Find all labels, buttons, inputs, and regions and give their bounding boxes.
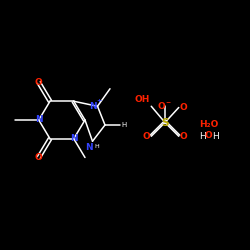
Text: O: O <box>205 130 213 140</box>
Text: O: O <box>180 103 188 112</box>
Text: H: H <box>94 144 99 149</box>
Text: O: O <box>180 132 188 141</box>
Text: H: H <box>121 122 126 128</box>
Text: S: S <box>161 118 169 128</box>
Text: OH: OH <box>134 95 150 104</box>
Text: H: H <box>212 132 218 141</box>
Text: O: O <box>157 102 165 111</box>
Text: N: N <box>85 142 92 152</box>
Text: N: N <box>70 134 78 143</box>
Text: H₂O: H₂O <box>199 120 218 129</box>
Text: −: − <box>166 99 171 104</box>
Text: O: O <box>35 153 42 162</box>
Text: N: N <box>88 102 96 111</box>
Text: O: O <box>142 132 150 141</box>
Text: +: + <box>96 98 102 103</box>
Text: O: O <box>35 78 42 87</box>
Text: N: N <box>35 116 42 124</box>
Text: H: H <box>199 132 206 141</box>
